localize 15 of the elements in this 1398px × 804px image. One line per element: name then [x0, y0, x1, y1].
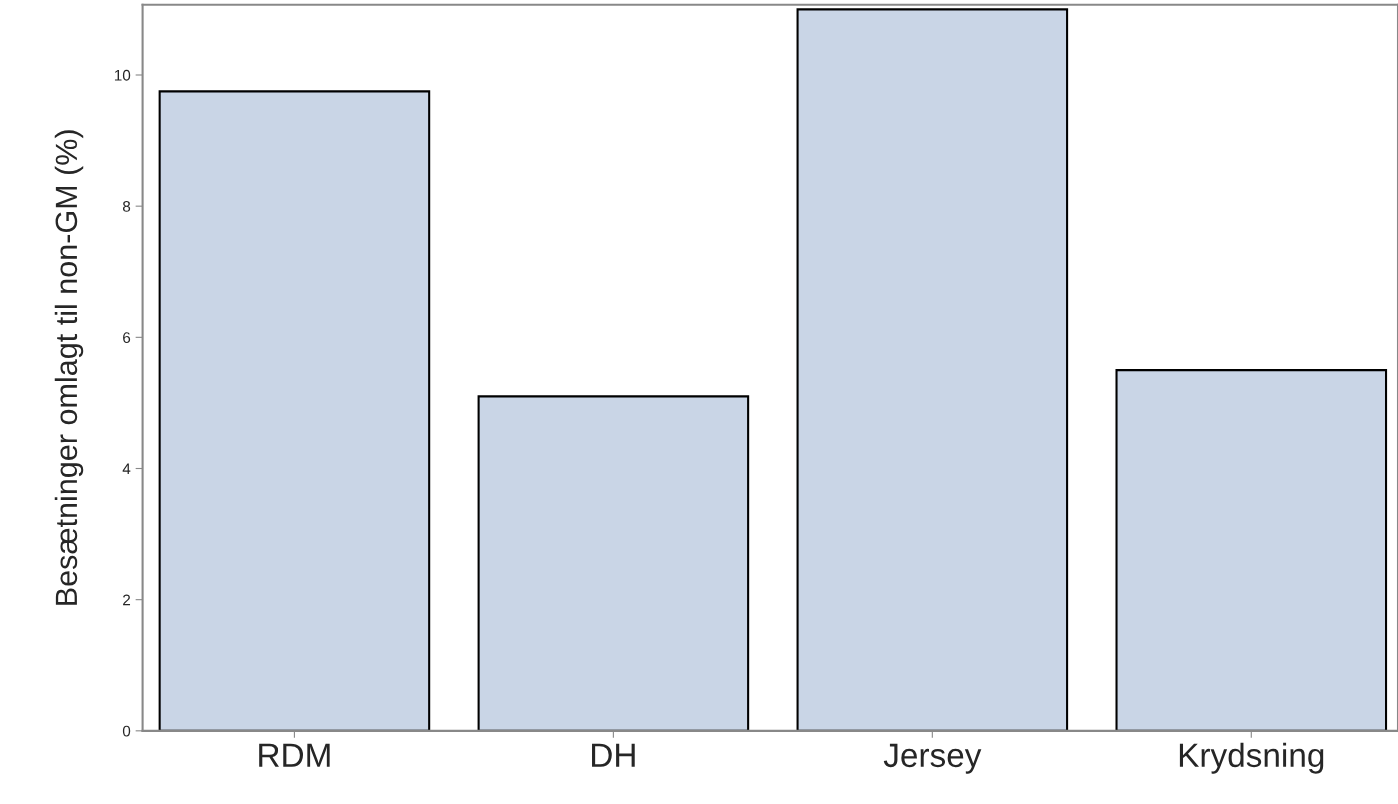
y-tick-label: 6	[123, 332, 131, 344]
x-tick-label: Jersey	[883, 743, 982, 774]
bar	[158, 90, 431, 731]
y-tick-label: 0	[122, 725, 131, 737]
y-tick-label: 8	[122, 201, 131, 212]
bar	[796, 8, 1069, 731]
y-tick-label: 4	[122, 463, 131, 475]
y-tick-label: 10	[114, 69, 131, 81]
x-tick-label: DH	[592, 743, 635, 767]
y-tick-label: 2	[123, 594, 131, 606]
bar	[477, 395, 750, 731]
x-tick-label: RDM	[259, 743, 330, 767]
y-axis-title: Besætninger omlagt til non-GM (%)	[54, 130, 84, 605]
bar	[1115, 369, 1388, 731]
x-tick-label: Krydsning	[1179, 742, 1324, 774]
